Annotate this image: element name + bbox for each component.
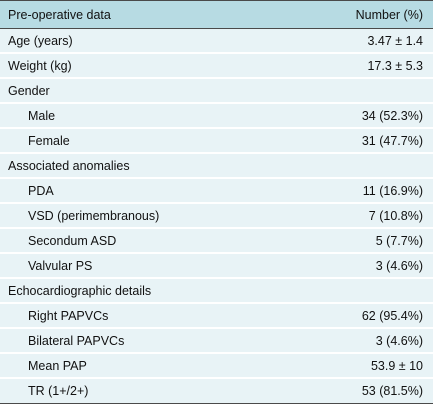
table-row-right-papvcs: Right PAPVCs 62 (95.4%) bbox=[0, 304, 433, 329]
row-value: 53 (81.5%) bbox=[361, 384, 423, 398]
table-row-anomalies-heading: Associated anomalies bbox=[0, 154, 433, 179]
row-value: 5 (7.7%) bbox=[375, 233, 423, 248]
table-row-pda: PDA 11 (16.9%) bbox=[0, 179, 433, 204]
row-value: 11 (16.9%) bbox=[362, 183, 423, 198]
row-value: 3 (4.6%) bbox=[375, 333, 423, 348]
row-label: Male bbox=[28, 108, 56, 123]
table-row-female: Female 31 (47.7%) bbox=[0, 129, 433, 154]
table-row-gender-heading: Gender bbox=[0, 79, 433, 104]
row-label: Weight (kg) bbox=[8, 58, 72, 73]
row-value: 53.9 ± 10 bbox=[370, 358, 423, 373]
row-value: 62 (95.4%) bbox=[361, 308, 423, 323]
row-value: 3 (4.6%) bbox=[375, 258, 423, 273]
table-row-mean-pap: Mean PAP 53.9 ± 10 bbox=[0, 354, 433, 379]
row-label: Bilateral PAPVCs bbox=[28, 333, 125, 348]
row-label: Right PAPVCs bbox=[28, 308, 109, 323]
row-label: VSD (perimembranous) bbox=[28, 208, 160, 223]
row-label: PDA bbox=[28, 183, 54, 198]
row-label: Valvular PS bbox=[28, 258, 93, 273]
table-header: Pre-operative data Number (%) bbox=[0, 0, 433, 29]
table-row-asd: Secondum ASD 5 (7.7%) bbox=[0, 229, 433, 254]
row-value: 3.47 ± 1.4 bbox=[367, 33, 423, 48]
row-label: Secondum ASD bbox=[28, 233, 117, 248]
table-row-male: Male 34 (52.3%) bbox=[0, 104, 433, 129]
table-row-bilateral-papvcs: Bilateral PAPVCs 3 (4.6%) bbox=[0, 329, 433, 354]
section-heading: Associated anomalies bbox=[8, 158, 130, 173]
table-row-weight: Weight (kg) 17.3 ± 5.3 bbox=[0, 54, 433, 79]
row-value: 7 (10.8%) bbox=[368, 208, 423, 223]
section-heading: Gender bbox=[8, 83, 50, 98]
table-row-echo-heading: Echocardiographic details bbox=[0, 279, 433, 304]
row-value: 31 (47.7%) bbox=[361, 133, 423, 148]
table-row-vsd: VSD (perimembranous) 7 (10.8%) bbox=[0, 204, 433, 229]
row-label: TR (1+/2+) bbox=[28, 384, 89, 398]
table-row-age: Age (years) 3.47 ± 1.4 bbox=[0, 29, 433, 54]
header-label: Pre-operative data bbox=[8, 7, 111, 22]
row-value: 17.3 ± 5.3 bbox=[367, 58, 423, 73]
row-label: Mean PAP bbox=[28, 358, 87, 373]
row-label: Female bbox=[28, 133, 70, 148]
table-row-valvular-ps: Valvular PS 3 (4.6%) bbox=[0, 254, 433, 279]
table-row-tr: TR (1+/2+) 53 (81.5%) bbox=[0, 379, 433, 404]
row-value: 34 (52.3%) bbox=[361, 108, 423, 123]
header-value: Number (%) bbox=[355, 7, 423, 22]
section-heading: Echocardiographic details bbox=[8, 283, 152, 298]
row-label: Age (years) bbox=[8, 33, 73, 48]
